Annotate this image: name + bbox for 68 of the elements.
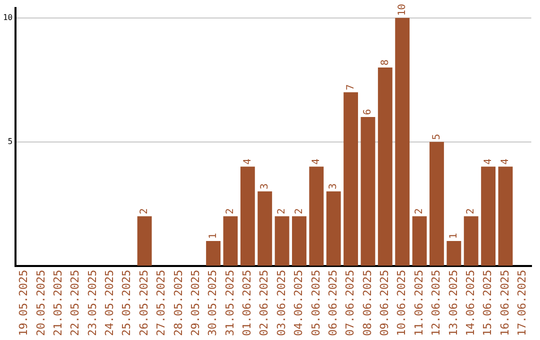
data-label: 1	[208, 232, 219, 239]
x-tick-label: 14.06.2025	[464, 270, 477, 336]
data-label: 4	[482, 158, 494, 165]
x-tick-label: 27.05.2025	[154, 270, 168, 336]
bar	[395, 18, 410, 266]
data-label: 2	[276, 208, 288, 214]
data-label: 4	[242, 158, 254, 165]
x-tick-label: 01.06.2025	[240, 270, 254, 336]
x-tick-label: 23.05.2025	[86, 270, 99, 336]
bar	[223, 216, 238, 266]
x-tick-label: 11.06.2025	[412, 270, 426, 336]
x-tick-label: 08.06.2025	[360, 270, 374, 336]
data-label: 2	[139, 208, 150, 214]
x-tick-label: 05.06.2025	[309, 270, 322, 336]
x-tick-label: 17.06.2025	[516, 270, 529, 336]
bar	[378, 67, 392, 266]
data-label: 4	[311, 158, 322, 165]
data-label: 1	[448, 232, 460, 239]
x-tick-label: 30.05.2025	[206, 270, 220, 336]
bar	[206, 240, 221, 266]
bar	[412, 216, 427, 266]
x-tick-label: 19.05.2025	[17, 270, 30, 336]
data-label: 3	[328, 183, 340, 190]
bar	[498, 166, 513, 266]
data-label: 2	[466, 208, 477, 214]
data-label: 4	[500, 158, 512, 165]
bar	[274, 216, 290, 266]
data-label: 8	[380, 59, 391, 66]
x-tick-label: 26.05.2025	[137, 270, 150, 336]
data-label: 7	[345, 84, 356, 90]
data-label: 2	[294, 208, 305, 214]
x-tick-label: 16.06.2025	[498, 270, 512, 336]
x-tick-label: 02.06.2025	[258, 270, 271, 336]
x-tick-label: 04.06.2025	[292, 270, 306, 336]
bar	[258, 191, 272, 266]
x-tick-label: 21.05.2025	[51, 270, 64, 336]
x-tick-label: 24.05.2025	[103, 270, 116, 336]
x-tick-label: 15.06.2025	[481, 270, 494, 336]
x-tick-label: 28.05.2025	[172, 270, 185, 336]
x-tick-label: 31.05.2025	[223, 270, 236, 336]
bar	[326, 191, 341, 266]
x-tick-label: 20.05.2025	[34, 270, 48, 336]
data-label: 10	[396, 4, 408, 16]
bar	[309, 166, 324, 266]
x-tick-label: 29.05.2025	[188, 270, 202, 336]
data-label: 5	[431, 134, 442, 140]
data-label: 2	[414, 208, 426, 214]
bar	[464, 216, 478, 266]
data-label: 6	[362, 109, 374, 116]
x-tick-label: 10.06.2025	[395, 270, 408, 336]
x-tick-label: 03.06.2025	[274, 270, 288, 336]
x-tick-label: 07.06.2025	[344, 270, 357, 336]
x-tick-label: 12.06.2025	[430, 270, 443, 336]
x-tick-label: 06.06.2025	[326, 270, 340, 336]
bar	[292, 216, 306, 266]
data-label: 3	[259, 183, 270, 190]
x-tick-label: 22.05.2025	[68, 270, 82, 336]
bar	[446, 240, 462, 266]
bar	[240, 166, 255, 266]
x-tick-label: 09.06.2025	[378, 270, 392, 336]
x-tick-label: 13.06.2025	[446, 270, 460, 336]
bar	[481, 166, 496, 266]
x-tick-label: 25.05.2025	[120, 270, 134, 336]
data-label: 2	[225, 208, 236, 214]
bar	[430, 142, 444, 266]
bar	[344, 92, 358, 266]
bar	[137, 216, 152, 266]
bar	[360, 117, 376, 266]
